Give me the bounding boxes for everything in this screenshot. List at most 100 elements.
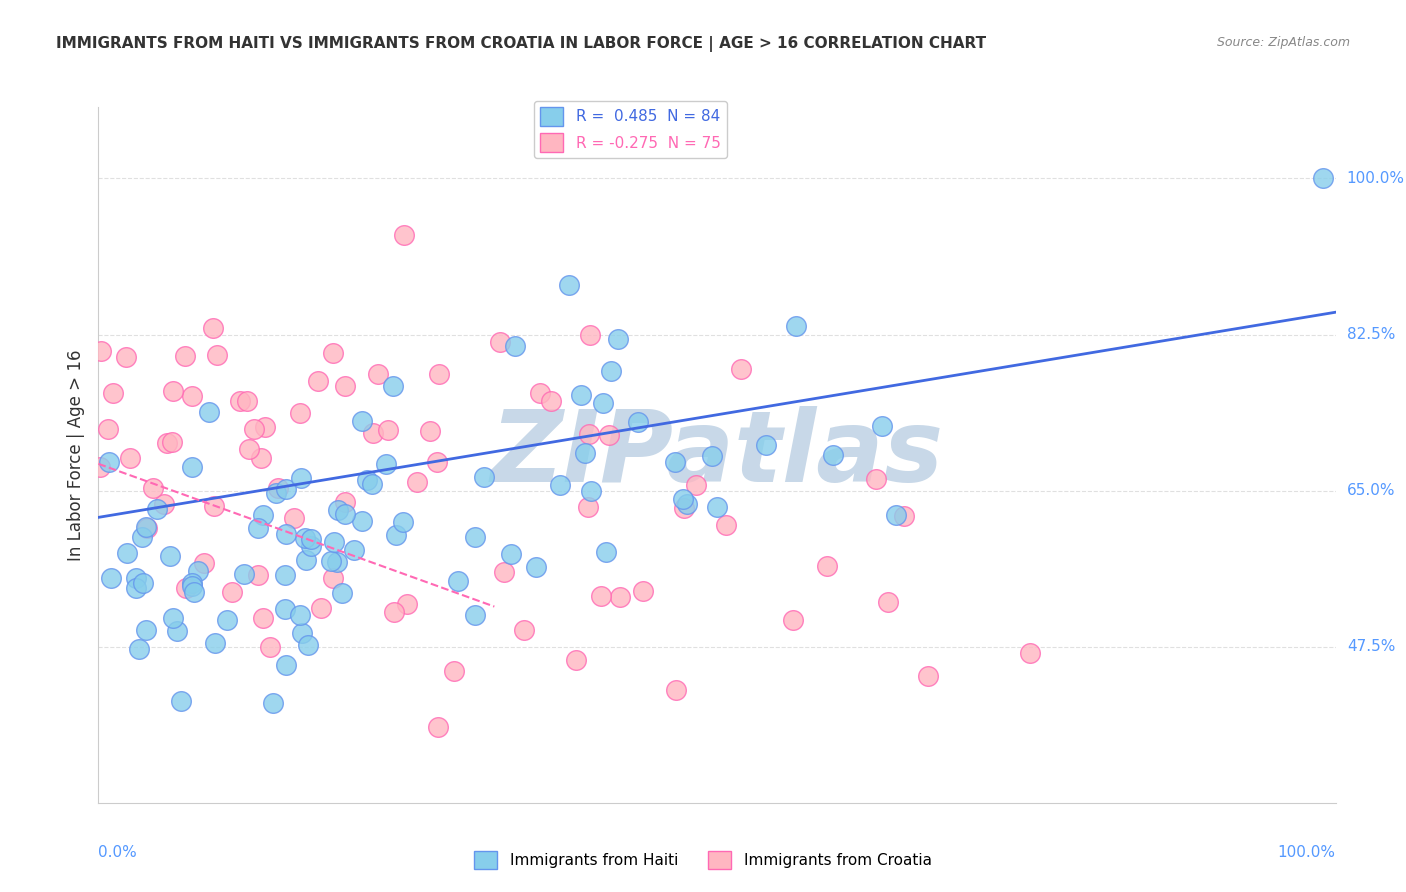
Croatia (427, 720, 450, 734)
Haiti (755, 437, 778, 451)
Haiti (548, 478, 571, 492)
Croatia (609, 590, 631, 604)
Croatia (153, 497, 176, 511)
Croatia (136, 521, 159, 535)
Haiti (600, 364, 623, 378)
Croatia (406, 475, 429, 490)
Haiti (100, 571, 122, 585)
Haiti (447, 574, 470, 589)
Haiti (706, 500, 728, 515)
Croatia (782, 613, 804, 627)
Croatia (333, 495, 356, 509)
Haiti (295, 553, 318, 567)
Croatia (307, 375, 329, 389)
Croatia (377, 423, 399, 437)
Croatia (162, 434, 184, 449)
Croatia (267, 482, 290, 496)
Haiti (322, 534, 344, 549)
Haiti (664, 455, 686, 469)
Haiti (274, 527, 297, 541)
Croatia (193, 556, 215, 570)
Croatia (576, 500, 599, 514)
Croatia (174, 349, 197, 363)
Haiti (217, 613, 239, 627)
Croatia (174, 581, 197, 595)
Croatia (426, 455, 449, 469)
Croatia (529, 386, 551, 401)
Haiti (125, 571, 148, 585)
Haiti (626, 415, 648, 429)
Haiti (115, 546, 138, 560)
Haiti (672, 491, 695, 506)
Croatia (205, 348, 228, 362)
Haiti (464, 531, 486, 545)
Haiti (319, 554, 342, 568)
Y-axis label: In Labor Force | Age > 16: In Labor Force | Age > 16 (66, 349, 84, 561)
Haiti (503, 339, 526, 353)
Croatia (540, 394, 562, 409)
Croatia (118, 450, 141, 465)
Haiti (294, 531, 316, 545)
Text: 100.0%: 100.0% (1278, 845, 1336, 860)
Croatia (427, 368, 450, 382)
Haiti (595, 545, 617, 559)
Text: 0.0%: 0.0% (98, 845, 138, 860)
Haiti (381, 379, 404, 393)
Haiti (350, 514, 373, 528)
Haiti (288, 607, 311, 622)
Croatia (181, 389, 204, 403)
Haiti (342, 542, 364, 557)
Text: 65.0%: 65.0% (1347, 483, 1395, 498)
Haiti (326, 556, 349, 570)
Croatia (673, 501, 696, 516)
Croatia (396, 597, 419, 611)
Croatia (392, 228, 415, 243)
Croatia (565, 653, 588, 667)
Haiti (472, 470, 495, 484)
Haiti (375, 457, 398, 471)
Haiti (187, 564, 209, 578)
Text: Source: ZipAtlas.com: Source: ZipAtlas.com (1216, 36, 1350, 49)
Croatia (309, 601, 332, 615)
Haiti (569, 388, 592, 402)
Croatia (865, 472, 887, 486)
Haiti (464, 607, 486, 622)
Haiti (1312, 171, 1334, 186)
Haiti (252, 508, 274, 522)
Croatia (579, 327, 602, 342)
Haiti (262, 696, 284, 710)
Croatia (250, 450, 273, 465)
Haiti (702, 449, 724, 463)
Haiti (180, 579, 202, 593)
Croatia (361, 425, 384, 440)
Croatia (714, 517, 737, 532)
Haiti (501, 548, 523, 562)
Haiti (276, 658, 298, 673)
Haiti (333, 507, 356, 521)
Haiti (135, 623, 157, 637)
Haiti (274, 568, 297, 582)
Croatia (513, 623, 536, 637)
Croatia (259, 640, 281, 654)
Croatia (730, 362, 752, 376)
Croatia (443, 664, 465, 678)
Haiti (385, 528, 408, 542)
Haiti (198, 405, 221, 419)
Legend: R =  0.485  N = 84, R = -0.275  N = 75: R = 0.485 N = 84, R = -0.275 N = 75 (534, 101, 727, 158)
Haiti (785, 318, 807, 333)
Croatia (367, 367, 389, 381)
Croatia (815, 559, 838, 574)
Haiti (581, 484, 603, 499)
Haiti (128, 641, 150, 656)
Haiti (181, 576, 204, 591)
Croatia (221, 585, 243, 599)
Haiti (821, 448, 844, 462)
Croatia (589, 590, 612, 604)
Croatia (253, 420, 276, 434)
Croatia (156, 435, 179, 450)
Haiti (169, 694, 191, 708)
Croatia (142, 481, 165, 495)
Haiti (870, 419, 893, 434)
Haiti (574, 446, 596, 460)
Croatia (322, 346, 344, 360)
